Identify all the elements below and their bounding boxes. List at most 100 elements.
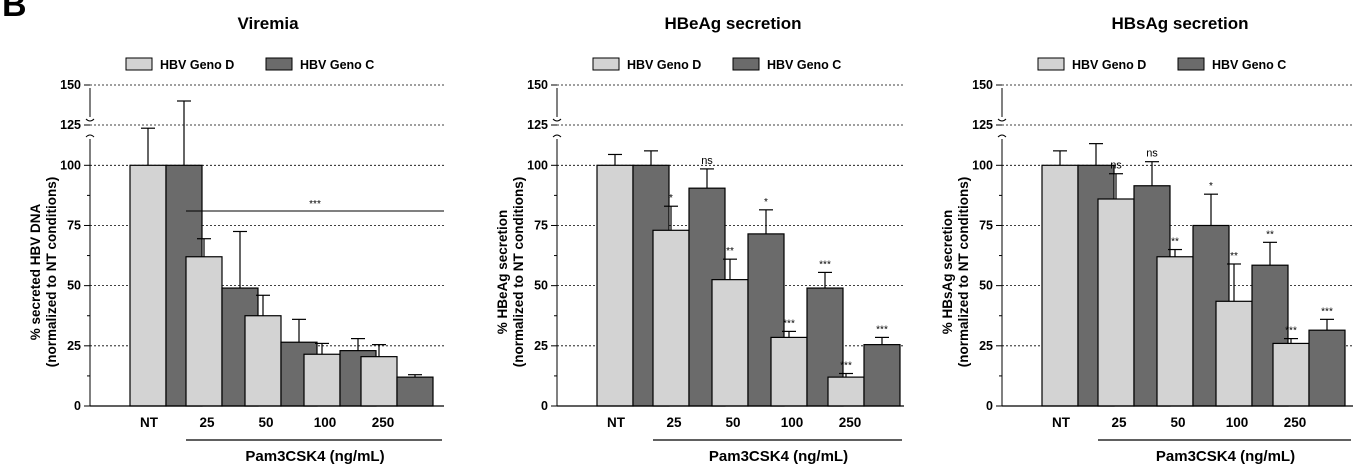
chart-title: HBeAg secretion (665, 14, 802, 33)
bar-geno-d-250 (360, 356, 398, 407)
x-tick-label: 100 (314, 415, 337, 430)
chart-panel-2: HBeAg secretion HBV Geno D HBV Geno C 0 25 50… (495, 14, 904, 465)
bar-geno-c-250 (396, 376, 434, 407)
x-tick-label: 100 (1226, 415, 1249, 430)
axis-break-mark (552, 118, 562, 138)
bar-geno-d-25 (185, 256, 223, 407)
bar-geno-d-NT (596, 164, 634, 407)
legend-swatch-geno-d (592, 57, 620, 71)
x-tick-label: 100 (781, 415, 804, 430)
bar-geno-d-100 (770, 336, 808, 407)
group-significance-label: *** (309, 199, 321, 210)
y-tick-label: 125 (527, 118, 548, 132)
y-tick-label: 0 (986, 399, 993, 413)
significance-label: * (1209, 181, 1213, 192)
significance-label: *** (840, 361, 852, 372)
x-tick-label: 25 (199, 415, 215, 430)
x-tick-label: 25 (1111, 415, 1127, 430)
legend-label-geno-d: HBV Geno D (1072, 58, 1146, 72)
y-tick-label: 125 (972, 118, 993, 132)
y-tick-label: 100 (60, 158, 81, 172)
x-tick-label: NT (140, 415, 159, 430)
x-tick-label: 50 (725, 415, 740, 430)
panel-letter: B (2, 0, 27, 24)
x-tick-label: NT (1052, 415, 1071, 430)
significance-label: ns (1146, 148, 1158, 160)
y-tick-label: 0 (541, 399, 548, 413)
axis-break-mark (85, 118, 95, 138)
y-axis-label-line1: % HBsAg secretion (940, 210, 955, 335)
bar-geno-d-25 (1097, 198, 1135, 407)
bar-geno-c-250 (863, 344, 901, 407)
bar-geno-d-50 (244, 315, 282, 407)
bar-geno-d-NT (1041, 164, 1079, 407)
significance-label: *** (1321, 306, 1333, 317)
chart-panel-3: HBsAg secretion HBV Geno D HBV Geno C 0 25 50… (940, 14, 1353, 465)
chart-title: HBsAg secretion (1112, 14, 1249, 33)
y-tick-label: 25 (67, 339, 81, 353)
y-tick-label: 0 (74, 399, 81, 413)
chart-title: Viremia (237, 14, 299, 33)
y-tick-label: 150 (527, 78, 548, 92)
y-axis-label-line1: % HBeAg secretion (495, 210, 510, 335)
legend-label-geno-c: HBV Geno C (767, 58, 841, 72)
significance-label: ns (1110, 160, 1122, 172)
bar-geno-d-250 (827, 376, 865, 407)
significance-label: ** (1171, 237, 1179, 248)
significance-label: ** (1230, 251, 1238, 262)
y-tick-label: 75 (979, 218, 993, 232)
y-axis-label-line2: (normalized to NT conditions) (44, 177, 59, 368)
x-tick-label: 25 (666, 415, 682, 430)
bar-geno-d-50 (711, 279, 749, 407)
bar-geno-d-50 (1156, 256, 1194, 407)
x-tick-label: NT (607, 415, 626, 430)
chart-panel-1: Viremia HBV Geno D HBV Geno C 0 25 50 75 100 125… (28, 14, 444, 465)
y-tick-label: 25 (979, 339, 993, 353)
x-tick-label: 250 (372, 415, 395, 430)
significance-label: *** (876, 324, 888, 335)
bar-geno-d-100 (1215, 300, 1253, 407)
significance-label: ** (1266, 229, 1274, 240)
y-axis-label-line2: (normalized to NT conditions) (511, 177, 526, 368)
significance-label: * (669, 193, 673, 204)
x-axis-label: Pam3CSK4 (ng/mL) (245, 448, 384, 465)
x-tick-label: 250 (1284, 415, 1307, 430)
y-tick-label: 100 (527, 158, 548, 172)
bar-geno-c-250 (1308, 329, 1346, 407)
significance-label: ** (726, 246, 734, 257)
legend-swatch-geno-d (1037, 57, 1065, 71)
y-axis-label-line2: (normalized to NT conditions) (956, 177, 971, 368)
legend-label-geno-d: HBV Geno D (160, 58, 234, 72)
legend-swatch-geno-c (265, 57, 293, 71)
bar-geno-d-NT (129, 164, 167, 407)
x-tick-label: 50 (1170, 415, 1185, 430)
y-tick-label: 150 (60, 78, 81, 92)
y-tick-label: 50 (979, 279, 993, 293)
y-tick-label: 150 (972, 78, 993, 92)
bar-geno-d-100 (303, 353, 341, 407)
y-tick-label: 75 (67, 218, 81, 232)
significance-label: ns (701, 155, 713, 167)
legend-label-geno-c: HBV Geno C (1212, 58, 1286, 72)
y-tick-label: 75 (534, 218, 548, 232)
significance-label: * (764, 197, 768, 208)
axis-break-mark (997, 118, 1007, 138)
significance-label: *** (819, 259, 831, 270)
y-axis-label-line1: % secreted HBV DNA (28, 203, 43, 340)
legend-swatch-geno-c (732, 57, 760, 71)
x-tick-label: 50 (258, 415, 273, 430)
x-axis-label: Pam3CSK4 (ng/mL) (709, 448, 848, 465)
legend-label-geno-c: HBV Geno C (300, 58, 374, 72)
y-tick-label: 50 (67, 279, 81, 293)
y-tick-label: 25 (534, 339, 548, 353)
bar-geno-d-25 (652, 229, 690, 407)
x-axis-label: Pam3CSK4 (ng/mL) (1156, 448, 1295, 465)
x-tick-label: 250 (839, 415, 862, 430)
bar-geno-d-250 (1272, 342, 1310, 407)
y-tick-label: 100 (972, 158, 993, 172)
legend-swatch-geno-c (1177, 57, 1205, 71)
significance-label: *** (783, 318, 795, 329)
significance-label: *** (1285, 326, 1297, 337)
legend-label-geno-d: HBV Geno D (627, 58, 701, 72)
